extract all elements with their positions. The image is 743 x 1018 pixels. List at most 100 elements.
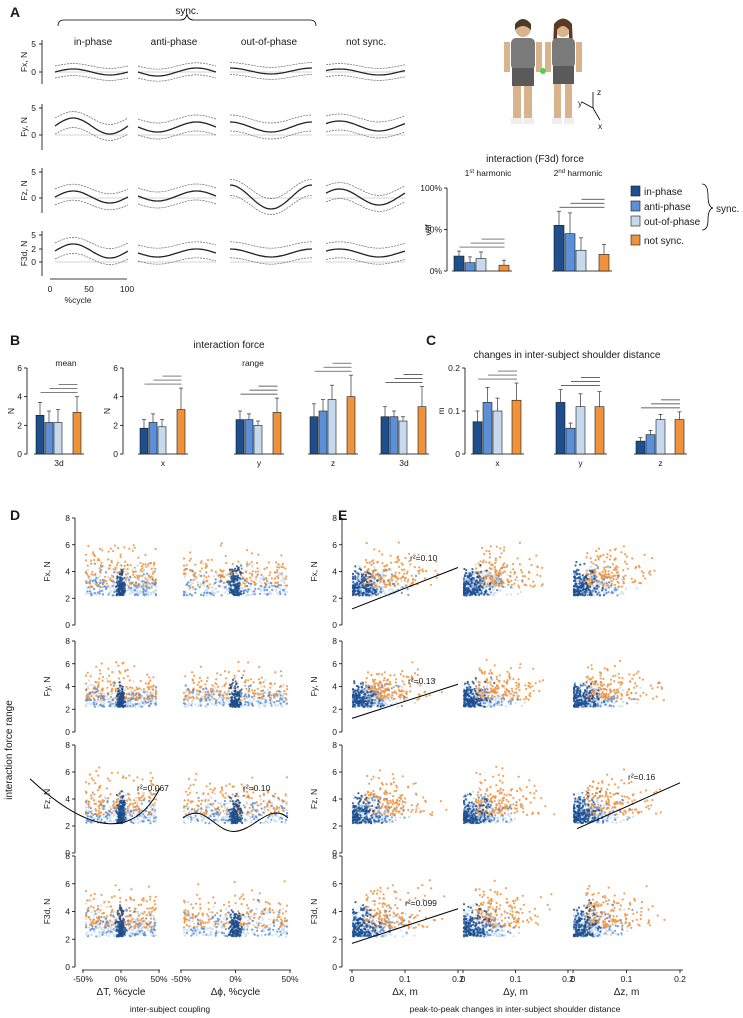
scatter-point bbox=[248, 572, 251, 575]
scatter-point bbox=[109, 683, 112, 687]
scatter-point bbox=[541, 566, 544, 569]
scatter-point bbox=[402, 696, 405, 699]
scatter-point bbox=[488, 584, 491, 587]
scatter-point bbox=[414, 579, 417, 582]
scatter-point bbox=[234, 571, 238, 575]
scatter-point bbox=[244, 582, 247, 585]
scatter-point bbox=[215, 683, 218, 686]
scatter-point bbox=[258, 705, 261, 708]
scatter-point bbox=[596, 567, 599, 570]
scatter-point bbox=[203, 591, 206, 595]
scatter-point bbox=[382, 579, 385, 582]
scatter-point bbox=[403, 572, 406, 575]
scatter-point bbox=[356, 697, 359, 700]
scatter-point bbox=[272, 694, 275, 697]
scatter-point bbox=[98, 588, 101, 591]
scatter-point bbox=[193, 573, 196, 576]
scatter-ytick-label: 8 bbox=[332, 513, 337, 523]
scatter-point bbox=[591, 589, 594, 592]
scatter-point bbox=[417, 553, 420, 557]
scatter-point bbox=[84, 682, 88, 685]
scatter-point bbox=[421, 568, 424, 571]
scatter-point bbox=[246, 593, 249, 596]
scatter-point bbox=[224, 573, 227, 576]
scatter-point bbox=[355, 693, 358, 696]
scatter-point bbox=[488, 552, 491, 556]
scatter-point bbox=[146, 579, 149, 582]
scatter-point bbox=[105, 698, 108, 701]
scatter-point bbox=[143, 703, 146, 706]
scatter-point bbox=[389, 584, 392, 587]
scatter-point bbox=[245, 562, 249, 565]
scatter-point bbox=[503, 585, 506, 589]
scatter-point bbox=[138, 694, 141, 697]
b-range-ytick-label: 0 bbox=[113, 449, 118, 459]
scatter-point bbox=[273, 584, 276, 588]
scatter-point bbox=[281, 705, 284, 708]
scatter-point bbox=[95, 700, 98, 704]
scatter-point bbox=[132, 692, 135, 695]
scatter-point bbox=[89, 702, 92, 705]
scatter-point bbox=[115, 570, 118, 573]
b-range-bar-1-0 bbox=[235, 419, 245, 455]
scatter-point bbox=[378, 585, 381, 588]
scatter-point bbox=[84, 674, 88, 677]
scatter-point bbox=[479, 585, 482, 588]
scatter-point bbox=[118, 684, 121, 687]
scatter-point bbox=[502, 582, 505, 585]
scatter-point bbox=[128, 679, 131, 682]
scatter-cloud-d-0-0 bbox=[84, 544, 158, 597]
scatter-point bbox=[145, 587, 148, 590]
scatter-point bbox=[363, 565, 366, 568]
ts-mean-line bbox=[325, 68, 406, 76]
scatter-point bbox=[589, 585, 592, 589]
scatter-point bbox=[87, 568, 90, 571]
scatter-point bbox=[239, 574, 242, 577]
b-mean-ytick-label: 6 bbox=[17, 363, 22, 373]
scatter-point bbox=[382, 679, 385, 682]
scatter-point bbox=[214, 578, 217, 581]
scatter-point bbox=[98, 575, 101, 578]
scatter-point bbox=[480, 589, 483, 592]
scatter-cloud-d-1-0 bbox=[84, 661, 158, 709]
scatter-ytick-label: 2 bbox=[332, 593, 337, 603]
scatter-point bbox=[109, 589, 112, 592]
c-ylabel: m bbox=[436, 407, 446, 414]
scatter-point bbox=[649, 573, 652, 576]
scatter-point bbox=[372, 570, 375, 573]
scatter-point bbox=[127, 584, 130, 587]
scatter-point bbox=[217, 685, 220, 688]
scatter-point bbox=[375, 588, 378, 591]
scatter-point bbox=[130, 693, 133, 697]
scatter-point bbox=[218, 585, 221, 588]
scatter-point bbox=[258, 681, 262, 684]
walker-right bbox=[545, 18, 582, 124]
scatter-point bbox=[503, 566, 506, 569]
scatter-point bbox=[114, 568, 117, 571]
scatter-point bbox=[624, 574, 627, 577]
scatter-point bbox=[213, 691, 216, 694]
scatter-point bbox=[603, 568, 606, 571]
scatter-point bbox=[228, 703, 231, 706]
scatter-cloud-e-0-4 bbox=[572, 545, 656, 597]
scatter-point bbox=[115, 590, 118, 593]
scatter-point bbox=[86, 694, 89, 697]
panel-letter-a: A bbox=[10, 4, 20, 20]
scatter-point bbox=[229, 699, 232, 702]
scatter-point bbox=[399, 698, 402, 701]
scatter-point bbox=[228, 582, 231, 585]
scatter-point bbox=[481, 580, 484, 583]
scatter-point bbox=[235, 705, 238, 708]
scatter-point bbox=[86, 671, 89, 674]
scatter-point bbox=[194, 575, 197, 578]
scatter-point bbox=[361, 698, 364, 702]
scatter-point bbox=[354, 565, 357, 568]
scatter-point bbox=[394, 571, 397, 574]
scatter-point bbox=[406, 588, 409, 591]
panel-letter-d: D bbox=[10, 507, 20, 523]
scatter-point bbox=[85, 586, 89, 590]
scatter-point bbox=[370, 701, 373, 704]
scatter-point bbox=[273, 696, 276, 699]
scatter-point bbox=[198, 586, 201, 589]
scatter-point bbox=[622, 582, 625, 585]
